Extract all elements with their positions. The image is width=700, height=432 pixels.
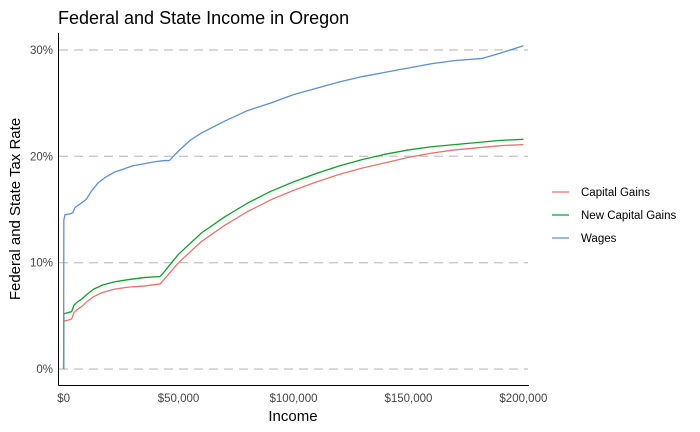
legend-label: Wages (581, 233, 617, 245)
x-tick-label: $0 (57, 393, 70, 405)
x-tick-label: $50,000 (158, 393, 200, 405)
x-tick-labels: $0 $50,000 $100,000 $150,000 $200,000 (57, 393, 547, 405)
series-lines (62, 45, 524, 370)
chart-title: Federal and State Income in Oregon (58, 8, 349, 28)
series-line-new-capital-gains (62, 138, 524, 370)
x-tick-label: $100,000 (270, 393, 318, 405)
y-tick-label: 20% (30, 151, 53, 163)
x-tick-label: $150,000 (384, 393, 432, 405)
x-tick-label: $200,000 (499, 393, 547, 405)
y-tick-label: 0% (36, 364, 53, 376)
y-tick-labels: 0% 10% 20% 30% (30, 45, 53, 376)
x-axis-title: Income (268, 408, 317, 425)
y-tick-label: 10% (30, 258, 53, 270)
series-line-capital-gains (62, 143, 524, 370)
gridlines (59, 49, 528, 370)
legend-label: Capital Gains (581, 187, 650, 199)
legend: Capital Gains New Capital Gains Wages (552, 187, 676, 245)
y-axis-title: Federal and State Tax Rate (7, 118, 24, 300)
y-tick-label: 30% (30, 45, 53, 57)
legend-label: New Capital Gains (581, 210, 676, 222)
series-line-wages (62, 45, 524, 370)
